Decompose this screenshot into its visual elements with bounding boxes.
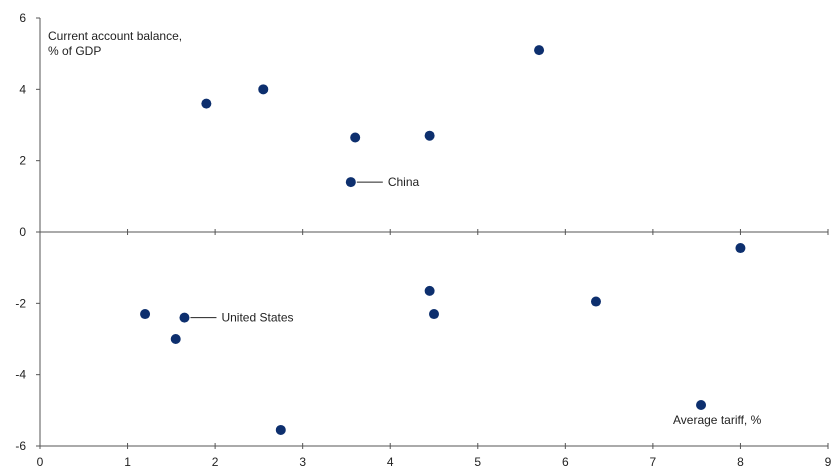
y-tick-label: -2 (15, 296, 26, 310)
data-point (275, 424, 286, 435)
data-point (534, 45, 545, 56)
y-ticks: -6 -4 -2 0 2 4 6 (15, 11, 40, 453)
x-tick-label: 3 (299, 455, 306, 469)
x-tick-label: 5 (474, 455, 481, 469)
y-tick-label: -4 (15, 368, 26, 382)
data-point (424, 130, 435, 141)
x-axis-label: Average tariff, % (673, 413, 762, 427)
x-tick-label: 2 (212, 455, 219, 469)
data-point (590, 296, 601, 307)
x-tick-label: 1 (124, 455, 131, 469)
y-tick-label: 0 (19, 225, 26, 239)
data-point (429, 309, 439, 320)
x-ticks: 0 1 2 3 4 5 6 7 8 9 (37, 229, 832, 469)
y-axis-label-line-1: Current account balance, (48, 29, 182, 43)
y-tick-label: 4 (19, 82, 26, 96)
x-tick-label: 6 (562, 455, 569, 469)
x-tick-label: 0 (37, 455, 44, 469)
data-point (170, 334, 181, 344)
x-tick-label: 8 (737, 455, 744, 469)
annotation-label: United States (221, 311, 293, 325)
point-annotations: China United States (190, 175, 420, 325)
y-tick-label: -6 (15, 439, 26, 453)
data-point-united-states (179, 312, 190, 323)
data-points (140, 45, 746, 435)
data-point (424, 285, 435, 296)
data-point-china (345, 177, 356, 188)
y-axis-label-line-2: % of GDP (48, 44, 101, 58)
y-tick-label: 2 (19, 154, 26, 168)
data-point (735, 243, 746, 254)
x-tick-label: 9 (825, 455, 832, 469)
data-point (696, 399, 707, 410)
axes (39, 18, 828, 447)
y-tick-label: 6 (19, 11, 26, 25)
x-tick-label: 4 (387, 455, 394, 469)
data-point (201, 98, 212, 109)
annotation-label: China (388, 175, 420, 189)
x-tick-label: 7 (650, 455, 657, 469)
data-point (350, 132, 361, 143)
data-point (140, 309, 151, 320)
data-point (258, 84, 269, 95)
